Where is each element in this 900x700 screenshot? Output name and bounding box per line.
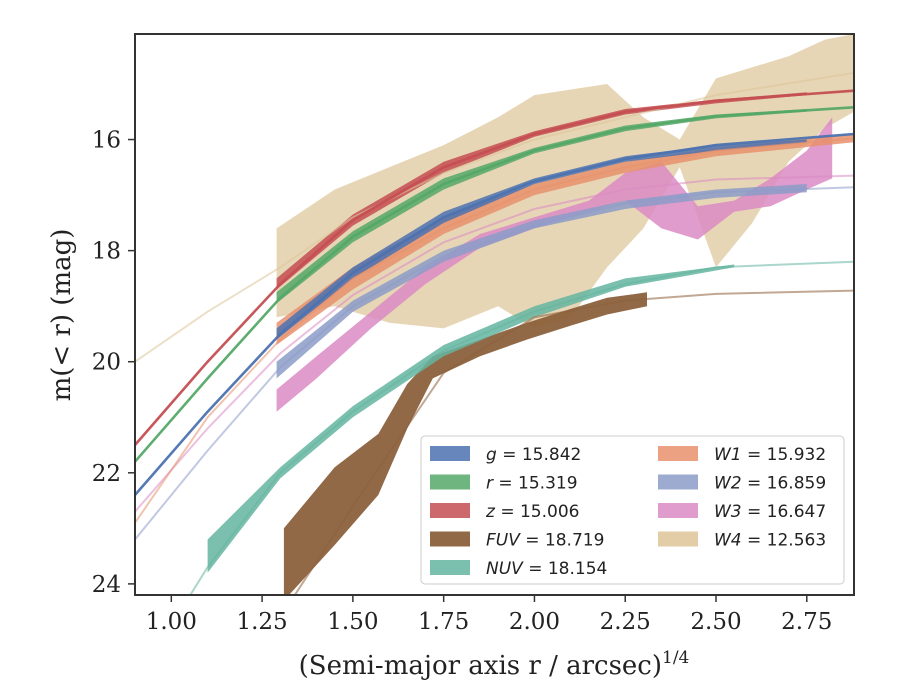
y-tick-label: 18 [92,239,121,265]
legend-label-w4: W4 = 12.563 [714,531,826,551]
legend-swatch-fuv [430,531,470,547]
y-tick-label: 16 [92,128,121,154]
curve-w2 [135,186,854,541]
y-tick-label: 20 [92,350,121,376]
x-tick-label: 1.25 [236,609,287,635]
legend-swatch-w4 [658,531,698,547]
x-tick-label: 1.75 [418,609,469,635]
legend-label-w2: W2 = 16.859 [714,474,826,494]
legend: g = 15.842 r = 15.319 z = 15.006 FUV = 18.7… [420,435,845,585]
plot-frame [134,33,855,596]
legend-swatch-g [430,446,470,461]
y-axis: 16 18 20 22 24 [92,128,135,598]
curve-g [135,132,854,496]
legend-swatch-w2 [658,474,698,490]
legend-swatch-w3 [658,503,698,518]
x-axis-title: (Semi-major axis r / arcsec)1/4 [299,648,690,681]
curve-fuv [293,289,854,595]
legend-label-nuv: NUV = 18.154 [486,559,607,579]
legend-label-z: z = 15.006 [485,502,579,522]
curve-nuv [189,260,854,595]
y-tick-label: 22 [92,461,121,487]
x-tick-label: 1.50 [327,609,378,635]
curve-w3 [135,174,854,513]
x-tick-label: 2.00 [509,609,560,635]
legend-label-g: g = 15.842 [486,445,581,465]
curve-w1 [135,137,854,524]
legend-label-w1: W1 = 15.932 [714,445,826,465]
x-tick-label: 2.75 [781,609,832,635]
curve-z [135,89,854,446]
legend-swatch-r [430,474,470,490]
y-tick-label: 24 [92,572,121,598]
x-axis: 1.00 1.25 1.50 1.75 2.00 2.25 2.50 2.75 [146,595,832,635]
band-fuv [283,292,647,595]
legend-swatch-z [430,503,470,518]
legend-frame [420,435,845,585]
x-tick-label: 2.25 [600,609,651,635]
legend-swatch-w1 [658,446,698,461]
legend-label-w3: W3 = 16.647 [714,502,826,522]
x-tick-label: 2.50 [690,609,741,635]
legend-label-r: r = 15.319 [486,474,578,494]
legend-swatch-nuv [430,560,470,575]
model-curves [135,71,854,595]
y-axis-title: m(< r) (mag) [47,229,77,402]
legend-label-fuv: FUV = 18.719 [486,531,604,551]
x-tick-label: 1.00 [146,609,197,635]
curve-r [135,106,854,463]
curve-w4 [135,71,854,363]
